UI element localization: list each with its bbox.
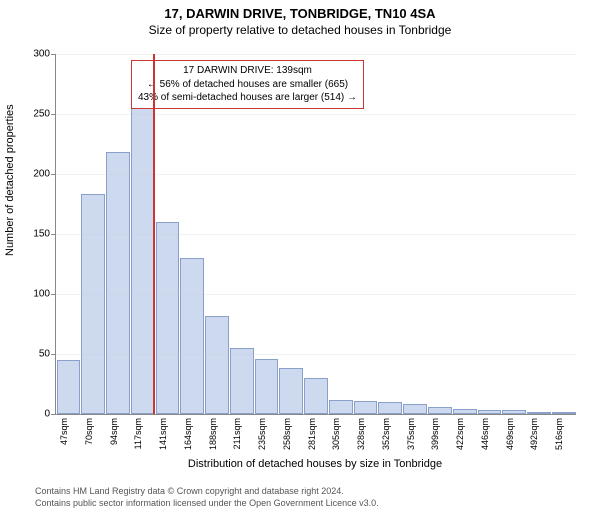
- bar: [180, 258, 204, 414]
- bar: [255, 359, 279, 414]
- xtick-label: 164sqm: [183, 418, 193, 450]
- bar: [106, 152, 130, 414]
- bar: [428, 407, 452, 414]
- marker-line: [153, 54, 155, 414]
- ytick-mark: [51, 294, 56, 295]
- figure: 17, DARWIN DRIVE, TONBRIDGE, TN10 4SA Si…: [0, 6, 600, 506]
- ytick-mark: [51, 114, 56, 115]
- xtick-label: 422sqm: [455, 418, 465, 450]
- xtick-label: 399sqm: [430, 418, 440, 450]
- page-subtitle: Size of property relative to detached ho…: [0, 23, 600, 37]
- footer-line-1: Contains HM Land Registry data © Crown c…: [35, 486, 379, 498]
- page-title: 17, DARWIN DRIVE, TONBRIDGE, TN10 4SA: [0, 6, 600, 21]
- xtick-label: 235sqm: [257, 418, 267, 450]
- ytick-mark: [51, 234, 56, 235]
- ytick-label: 200: [33, 169, 50, 180]
- ytick-mark: [51, 174, 56, 175]
- bar: [552, 412, 576, 414]
- xtick-label: 375sqm: [406, 418, 416, 450]
- ytick-label: 100: [33, 289, 50, 300]
- bar: [354, 401, 378, 414]
- annotation-line-2: ← 56% of detached houses are smaller (66…: [138, 78, 357, 92]
- ytick-label: 250: [33, 109, 50, 120]
- footer: Contains HM Land Registry data © Crown c…: [35, 486, 379, 509]
- bar: [527, 412, 551, 414]
- xtick-label: 141sqm: [158, 418, 168, 450]
- grid-line: [56, 54, 576, 55]
- ytick-mark: [51, 354, 56, 355]
- xtick-label: 305sqm: [331, 418, 341, 450]
- xtick-label: 516sqm: [554, 418, 564, 450]
- xtick-label: 446sqm: [480, 418, 490, 450]
- bar: [279, 368, 303, 414]
- grid-line: [56, 114, 576, 115]
- xtick-label: 328sqm: [356, 418, 366, 450]
- annotation-line-1: 17 DARWIN DRIVE: 139sqm: [138, 64, 357, 78]
- xtick-label: 492sqm: [529, 418, 539, 450]
- xtick-label: 117sqm: [133, 418, 143, 449]
- bar: [131, 108, 155, 414]
- bar: [230, 348, 254, 414]
- bar: [378, 402, 402, 414]
- bar: [156, 222, 180, 414]
- xtick-label: 94sqm: [109, 418, 119, 445]
- xtick-label: 281sqm: [307, 418, 317, 450]
- xtick-label: 70sqm: [84, 418, 94, 445]
- ytick-label: 300: [33, 49, 50, 60]
- xtick-label: 188sqm: [208, 418, 218, 450]
- grid-line: [56, 234, 576, 235]
- annotation-line-3: 43% of semi-detached houses are larger (…: [138, 91, 357, 105]
- grid-line: [56, 294, 576, 295]
- ytick-label: 50: [39, 349, 50, 360]
- bar: [453, 409, 477, 414]
- bar: [205, 316, 229, 414]
- xtick-label: 258sqm: [282, 418, 292, 450]
- grid-line: [56, 354, 576, 355]
- y-axis-label: Number of detached properties: [4, 104, 16, 256]
- xtick-label: 47sqm: [59, 418, 69, 445]
- x-axis-label: Distribution of detached houses by size …: [55, 458, 575, 470]
- ytick-mark: [51, 54, 56, 55]
- plot-area: 17 DARWIN DRIVE: 139sqm ← 56% of detache…: [55, 54, 576, 415]
- bar: [57, 360, 81, 414]
- grid-line: [56, 174, 576, 175]
- annotation-box: 17 DARWIN DRIVE: 139sqm ← 56% of detache…: [131, 60, 364, 109]
- xtick-label: 469sqm: [505, 418, 515, 450]
- ytick-mark: [51, 414, 56, 415]
- xtick-label: 352sqm: [381, 418, 391, 450]
- footer-line-2: Contains public sector information licen…: [35, 498, 379, 509]
- ytick-label: 150: [33, 229, 50, 240]
- bar: [329, 400, 353, 414]
- bar: [304, 378, 328, 414]
- ytick-label: 0: [44, 409, 50, 420]
- xtick-label: 211sqm: [232, 418, 242, 449]
- bar: [403, 404, 427, 414]
- bar: [502, 410, 526, 414]
- bar: [81, 194, 105, 414]
- bar: [478, 410, 502, 414]
